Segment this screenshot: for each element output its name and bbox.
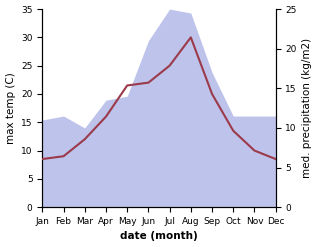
Y-axis label: med. precipitation (kg/m2): med. precipitation (kg/m2) <box>302 38 313 178</box>
X-axis label: date (month): date (month) <box>120 231 198 242</box>
Y-axis label: max temp (C): max temp (C) <box>5 72 16 144</box>
